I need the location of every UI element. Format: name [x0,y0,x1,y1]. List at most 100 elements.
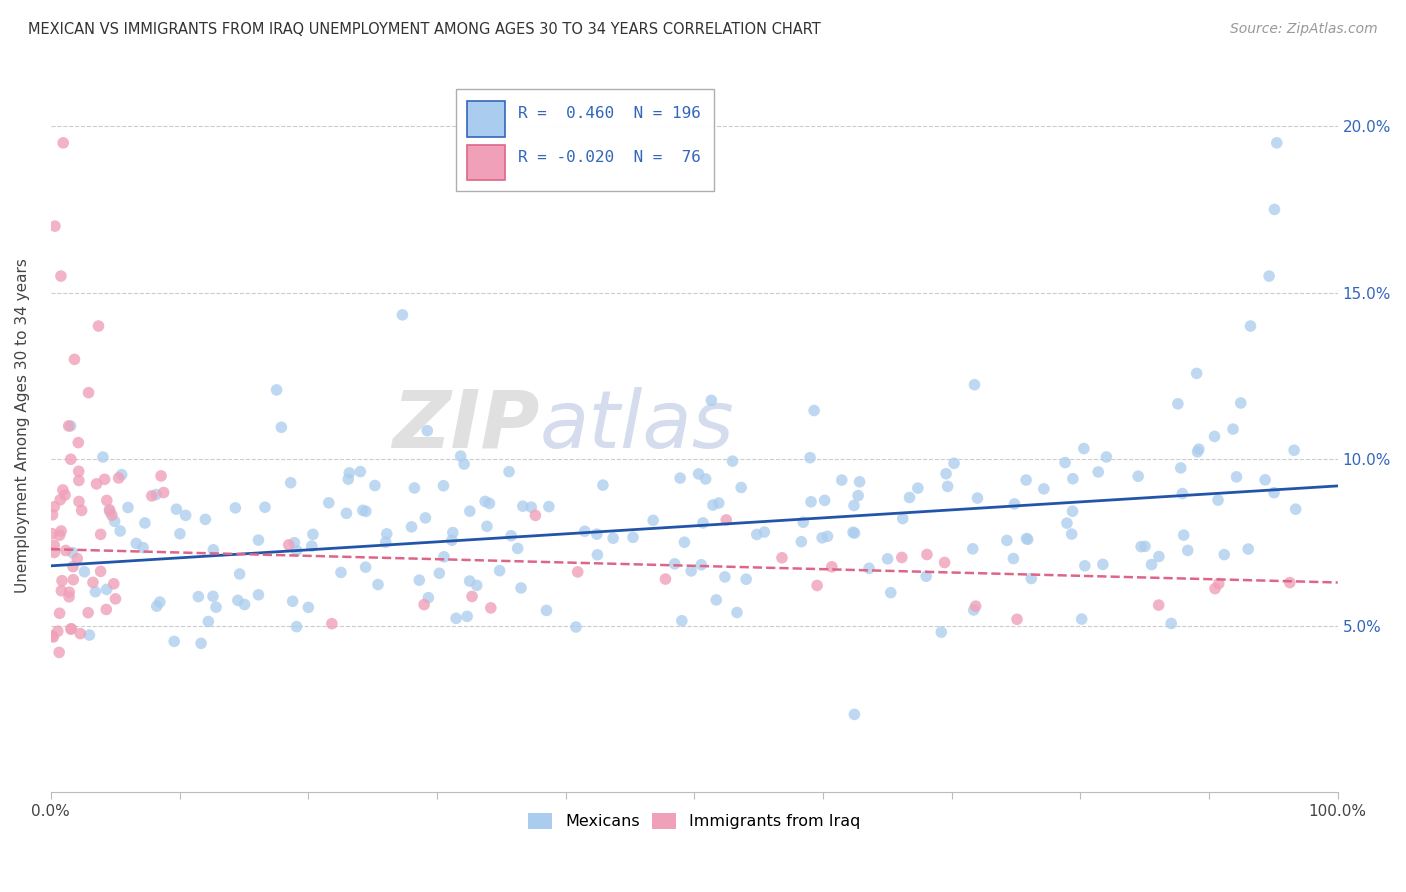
Text: atlas: atlas [540,387,734,465]
Point [1073,442,1095,456]
Point [574,524,596,539]
Point [1278,575,1301,590]
Point [58,585,80,599]
Point [233,598,256,612]
Point [524,508,547,523]
Point [44,538,66,552]
Point [654,572,676,586]
Point [673,535,696,549]
Point [936,479,959,493]
Point [586,548,609,562]
Point [1177,543,1199,558]
Point [169,526,191,541]
Point [1237,542,1260,557]
Point [537,500,560,514]
Point [90,527,112,541]
Point [62,573,84,587]
Point [995,533,1018,548]
Point [1160,616,1182,631]
Point [1167,397,1189,411]
Point [205,600,228,615]
Point [1015,473,1038,487]
Point [858,561,880,575]
Point [681,564,703,578]
Point [1254,473,1277,487]
Point [440,533,463,548]
Point [149,595,172,609]
Point [285,620,308,634]
Point [53,488,76,502]
Point [602,531,624,545]
Point [1130,540,1153,554]
Point [48,607,70,621]
Point [512,499,534,513]
Y-axis label: Unemployment Among Ages 30 to 34 years: Unemployment Among Ages 30 to 34 years [15,259,30,593]
Point [643,513,665,527]
Point [1239,319,1261,334]
Point [1263,202,1285,217]
Point [77,385,100,400]
Point [197,615,219,629]
Point [46,624,69,639]
Point [714,570,737,584]
Point [44,500,66,514]
Point [49,492,72,507]
Point [321,616,343,631]
Point [141,489,163,503]
Point [301,539,323,553]
Point [281,594,304,608]
Point [1087,465,1109,479]
Point [458,574,481,588]
Point [59,452,82,467]
Point [374,535,396,549]
Point [1222,422,1244,436]
Point [224,500,246,515]
Point [1206,493,1229,508]
Point [890,550,912,565]
Point [962,541,984,556]
Point [1208,576,1230,591]
Point [831,473,853,487]
Point [935,467,957,481]
Point [475,519,498,533]
Point [1062,504,1084,518]
Point [1171,486,1194,500]
Point [352,503,374,517]
Point [58,590,80,604]
Point [450,449,472,463]
Point [69,626,91,640]
Point [404,481,426,495]
Point [117,500,139,515]
Point [1263,485,1285,500]
Point [929,625,952,640]
Point [67,494,90,508]
Point [79,628,101,642]
Point [725,606,748,620]
Point [915,548,938,562]
FancyBboxPatch shape [456,89,714,192]
Point [1188,442,1211,457]
Point [70,503,93,517]
Point [62,559,84,574]
Point [441,525,464,540]
Point [478,496,501,510]
Point [891,511,914,525]
Point [1140,558,1163,572]
Point [41,508,63,522]
Point [621,530,644,544]
Point [688,467,710,481]
Point [846,489,869,503]
Point [77,606,100,620]
Point [58,419,80,434]
Point [190,636,212,650]
Point [1032,482,1054,496]
Point [702,498,724,512]
Point [792,515,814,529]
Point [66,551,89,566]
Point [51,583,73,598]
Point [226,593,249,607]
Point [704,593,727,607]
Point [501,529,523,543]
Point [1017,533,1039,547]
Point [49,269,72,284]
